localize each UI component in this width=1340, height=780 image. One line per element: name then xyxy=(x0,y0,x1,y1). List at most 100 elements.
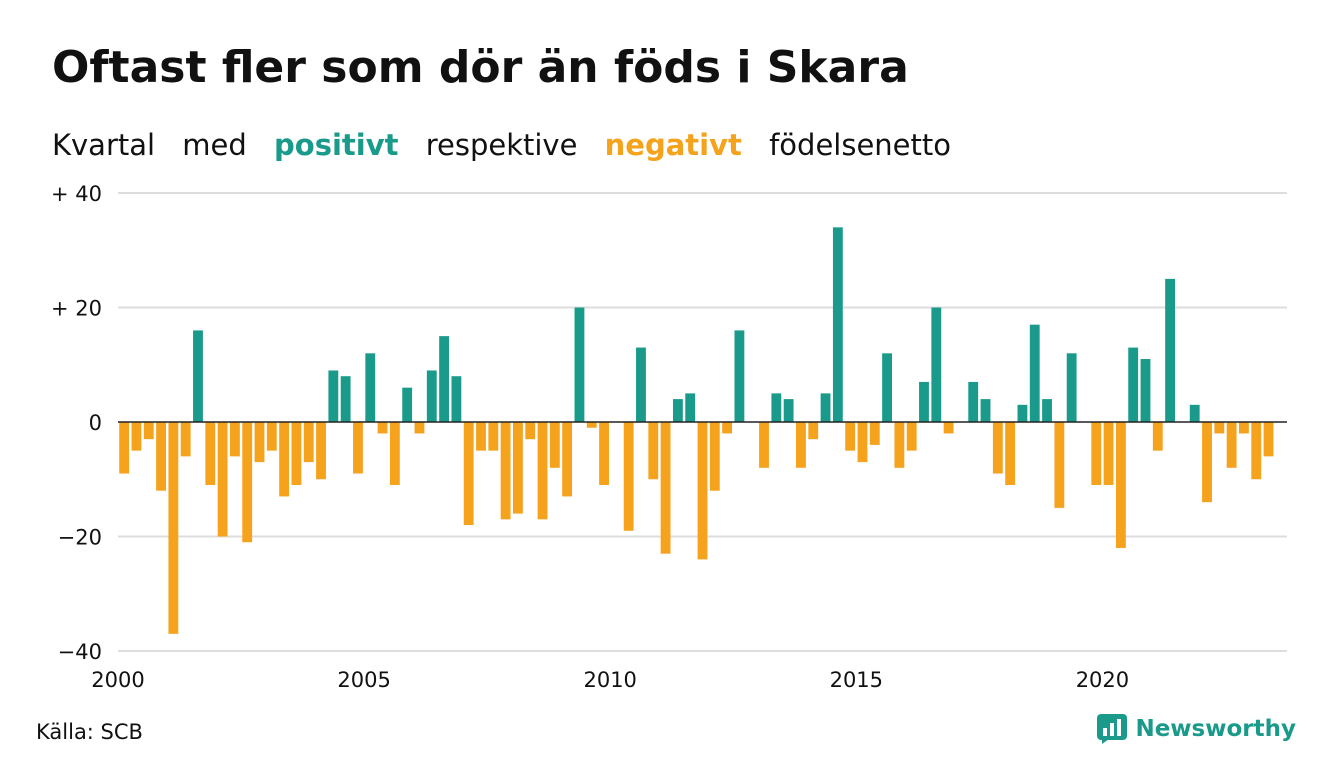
bar-2004Q2 xyxy=(328,370,339,422)
bar-2018Q4 xyxy=(1042,399,1052,422)
bar-2012Q3 xyxy=(734,330,745,422)
bar-2016Q1 xyxy=(906,422,917,451)
bar-2010Q3 xyxy=(636,347,646,422)
subtitle-respektive: respektive xyxy=(425,128,578,162)
bar-2009Q3 xyxy=(586,422,597,428)
bar-2014Q4 xyxy=(845,422,856,451)
newsworthy-logo-icon xyxy=(1097,714,1128,744)
bar-2008Q1 xyxy=(513,422,523,514)
bar-2016Q4 xyxy=(943,422,954,434)
bar-2011Q3 xyxy=(685,393,696,423)
subtitle-negative-label: negativt xyxy=(604,128,742,162)
bar-2003Q2 xyxy=(279,422,290,497)
bar-2015Q3 xyxy=(882,353,892,422)
bar-2021Q1 xyxy=(1152,422,1163,451)
subtitle-med: med xyxy=(182,128,247,162)
bar-2004Q3 xyxy=(340,376,351,422)
bar-2001Q4 xyxy=(205,422,216,485)
source-note: Källa: SCB xyxy=(36,720,143,744)
bar-2007Q2 xyxy=(476,422,486,451)
bar-2000Q3 xyxy=(143,422,154,440)
bar-2007Q1 xyxy=(463,422,474,526)
bar-2001Q2 xyxy=(180,422,191,457)
bar-2008Q2 xyxy=(525,422,536,440)
bar-2011Q1 xyxy=(660,422,671,554)
bar-2004Q4 xyxy=(353,422,363,474)
x-tick-label: 2015 xyxy=(830,668,883,692)
bar-2022Q4 xyxy=(1239,422,1249,434)
bar-2005Q1 xyxy=(365,353,376,422)
bar-2008Q3 xyxy=(537,422,548,520)
y-tick-label: + 20 xyxy=(51,297,102,321)
bar-2018Q1 xyxy=(1005,422,1016,485)
chart-title: Oftast fler som dör än föds i Skara xyxy=(52,42,909,93)
bar-2010Q4 xyxy=(648,422,659,480)
bar-2016Q3 xyxy=(931,307,942,422)
subtitle-fodelsenetto: födelsenetto xyxy=(769,128,951,162)
bar-2017Q3 xyxy=(980,399,991,422)
bar-2010Q2 xyxy=(623,422,634,531)
brand-name: Newsworthy xyxy=(1135,716,1296,742)
bar-2019Q1 xyxy=(1054,422,1065,508)
bar-2006Q4 xyxy=(451,376,462,422)
bar-2011Q2 xyxy=(672,399,683,422)
bar-2019Q2 xyxy=(1066,353,1077,422)
y-tick-label: + 40 xyxy=(51,182,102,206)
bar-2003Q4 xyxy=(303,422,314,463)
bar-2014Q1 xyxy=(808,422,819,440)
brand-logo: Newsworthy xyxy=(1097,714,1296,744)
bar-2005Q4 xyxy=(402,387,413,422)
bar-2002Q2 xyxy=(229,422,240,457)
bar-2023Q2 xyxy=(1263,422,1274,457)
bar-2009Q1 xyxy=(562,422,573,497)
bar-2004Q1 xyxy=(316,422,326,480)
bar-2018Q2 xyxy=(1017,404,1028,422)
x-tick-label: 2005 xyxy=(337,668,390,692)
bar-2016Q2 xyxy=(919,381,929,422)
bar-2005Q3 xyxy=(389,422,400,485)
bar-2002Q3 xyxy=(242,422,253,543)
bar-2014Q2 xyxy=(820,393,831,423)
subtitle-positive-label: positivt xyxy=(274,128,399,162)
subtitle-kvartal: Kvartal xyxy=(52,128,156,162)
bar-2007Q3 xyxy=(488,422,499,451)
bar-2006Q2 xyxy=(426,370,437,422)
bar-2003Q1 xyxy=(266,422,277,451)
bar-2023Q1 xyxy=(1251,422,1262,480)
y-tick-label: −40 xyxy=(58,640,102,664)
bar-2017Q4 xyxy=(992,422,1003,474)
bar-2007Q4 xyxy=(500,422,511,520)
bar-2020Q2 xyxy=(1115,422,1126,548)
bar-2000Q2 xyxy=(131,422,142,451)
bar-2020Q4 xyxy=(1140,359,1151,422)
bar-2019Q4 xyxy=(1091,422,1102,485)
bar-2009Q4 xyxy=(599,422,609,485)
bar-2001Q1 xyxy=(168,422,179,634)
bar-2018Q3 xyxy=(1029,324,1040,422)
bar-2005Q2 xyxy=(377,422,388,434)
bar-2003Q3 xyxy=(291,422,302,485)
x-tick-label: 2010 xyxy=(583,668,636,692)
x-tick-label: 2020 xyxy=(1076,668,1129,692)
y-tick-label: −20 xyxy=(58,526,102,550)
bar-2017Q2 xyxy=(968,381,979,422)
bar-2000Q4 xyxy=(156,422,166,491)
bar-2002Q4 xyxy=(254,422,265,463)
bar-2006Q1 xyxy=(414,422,425,434)
bar-2022Q1 xyxy=(1202,422,1212,503)
bar-2013Q3 xyxy=(783,399,794,422)
y-tick-label: 0 xyxy=(89,411,102,435)
bar-2015Q2 xyxy=(869,422,880,445)
x-tick-label: 2000 xyxy=(91,668,144,692)
bar-2014Q3 xyxy=(832,227,843,422)
bar-2008Q4 xyxy=(549,422,560,468)
bar-2020Q1 xyxy=(1103,422,1114,485)
bar-2021Q2 xyxy=(1165,278,1176,423)
bar-2020Q3 xyxy=(1128,347,1139,422)
bar-2021Q4 xyxy=(1189,404,1200,422)
bar-2015Q1 xyxy=(857,422,868,463)
bar-2002Q1 xyxy=(217,422,228,537)
chart-subtitle: Kvartal med positivt respektive negativt… xyxy=(52,128,969,162)
bar-2015Q4 xyxy=(894,422,905,468)
